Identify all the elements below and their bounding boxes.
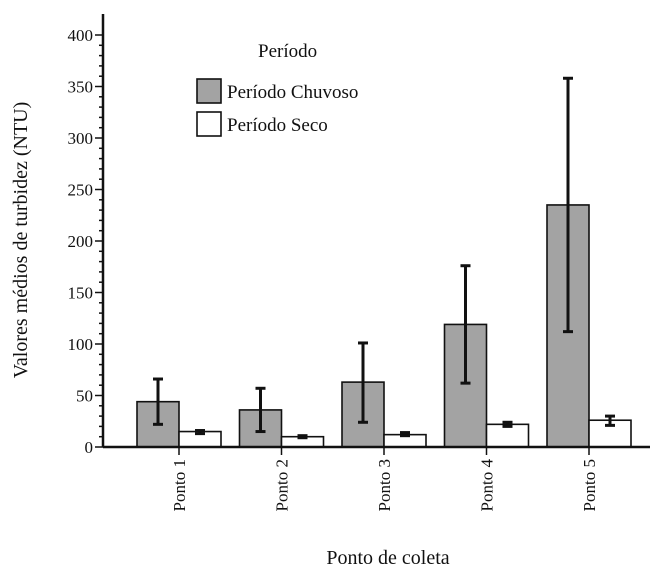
y-tick-label-250: 250 (68, 181, 94, 200)
y-tick-label-350: 350 (68, 78, 94, 97)
bars-layer (136, 204, 632, 448)
x-tick-label-5: Ponto 5 (580, 459, 599, 511)
x-tick-label-3: Ponto 3 (375, 459, 394, 511)
ticks-layer: 0 50 100 150 200 250 300 350 400 Ponto 1 Ponto 2 Po… (68, 26, 600, 511)
y-tick-label-0: 0 (85, 438, 94, 457)
y-tick-label-300: 300 (68, 129, 94, 148)
legend: Período Período Chuvoso Período Seco (196, 41, 358, 137)
y-tick-label-50: 50 (76, 387, 93, 406)
legend-swatch-seco (196, 111, 222, 137)
legend-label-chuvoso: Período Chuvoso (227, 82, 358, 103)
x-tick-label-4: Ponto 4 (478, 459, 497, 512)
y-tick-label-150: 150 (68, 284, 94, 303)
legend-swatch-chuvoso (196, 78, 222, 104)
x-tick-label-1: Ponto 1 (170, 459, 189, 511)
bar-chuvoso-4 (443, 323, 488, 448)
y-tick-label-400: 400 (68, 26, 94, 45)
error-bars-layer (153, 76, 615, 440)
y-axis-label: Valores médios de turbidez (NTU) (10, 102, 32, 379)
legend-title: Período (258, 41, 317, 62)
y-tick-label-100: 100 (68, 335, 94, 354)
legend-items: Período Chuvoso Período Seco (196, 78, 358, 137)
x-axis-label: Ponto de coleta (326, 547, 449, 569)
x-tick-label-2: Ponto 2 (273, 459, 292, 511)
y-tick-label-200: 200 (68, 232, 94, 251)
legend-label-seco: Período Seco (227, 115, 328, 136)
